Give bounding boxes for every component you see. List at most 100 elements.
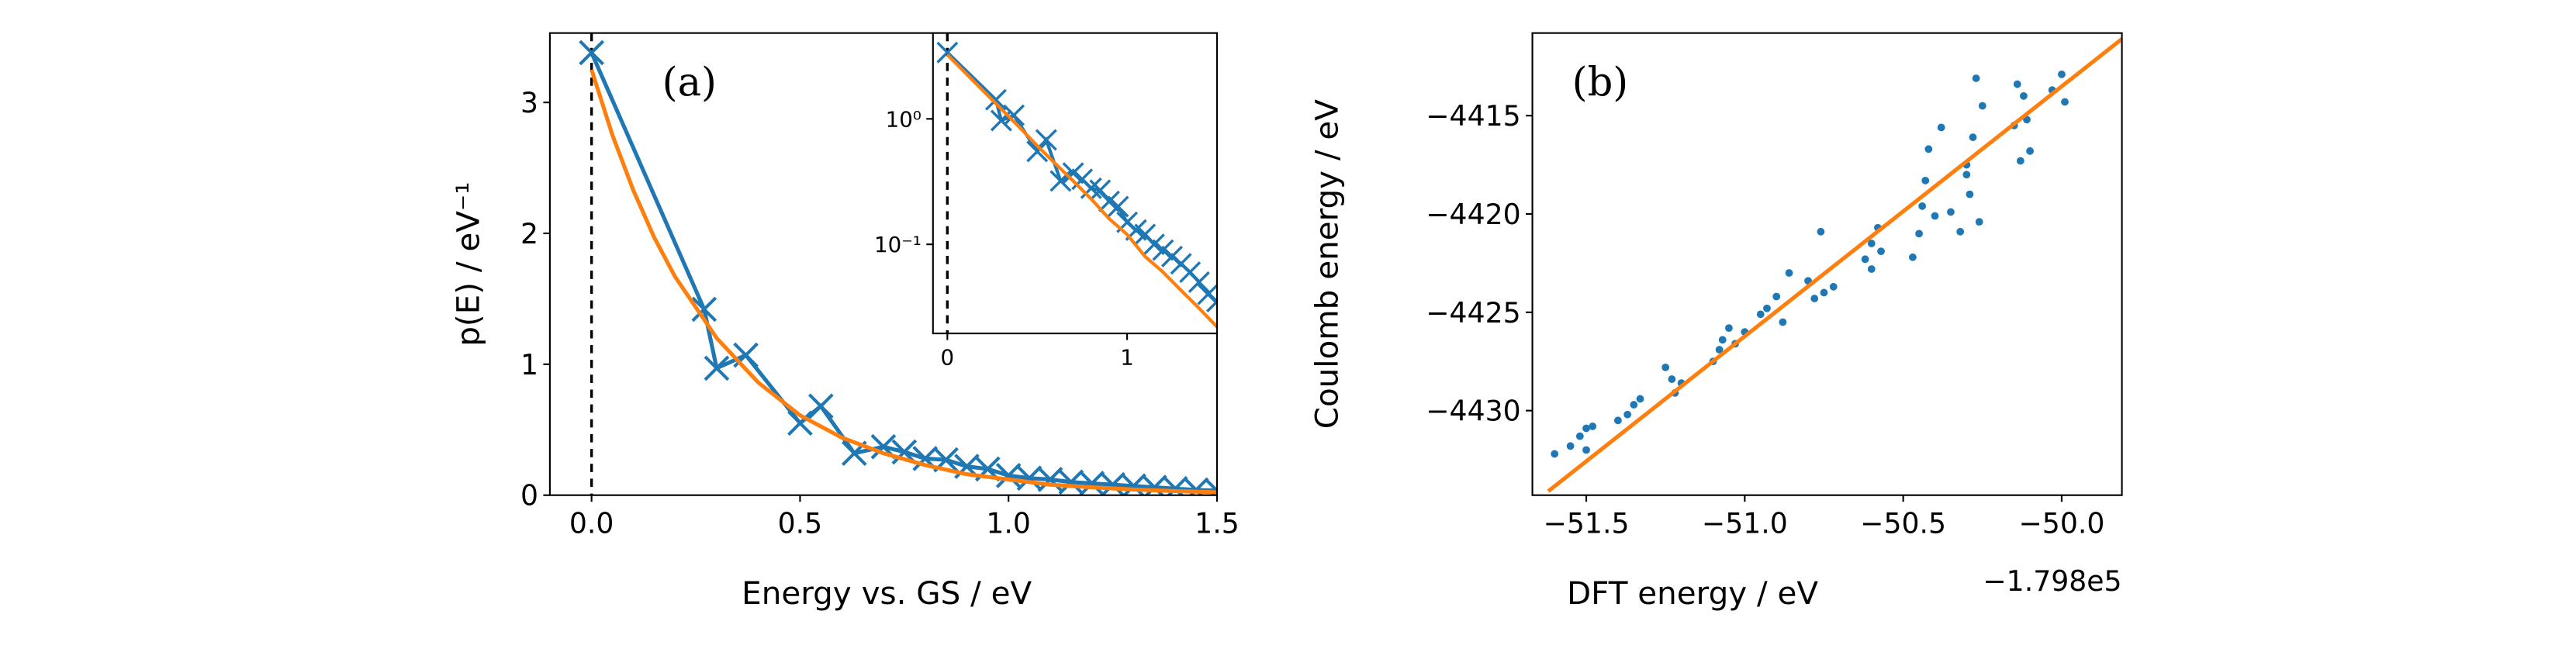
- marker: [1062, 162, 1084, 185]
- point: [1972, 74, 1980, 82]
- point: [1551, 450, 1559, 458]
- x-tick-label: 0: [941, 345, 955, 371]
- point: [1613, 416, 1622, 425]
- x-axis-label: DFT energy / eV: [1567, 574, 1818, 612]
- panel-label: (a): [662, 60, 717, 106]
- point: [1756, 310, 1765, 319]
- point: [1956, 227, 1965, 236]
- point: [1962, 171, 1971, 179]
- point: [1975, 218, 1983, 226]
- point: [1725, 324, 1733, 333]
- plot-area: [936, 33, 1217, 334]
- marker: [1079, 471, 1105, 495]
- x-tick-label: −50.5: [1860, 507, 1946, 540]
- point: [1915, 229, 1923, 238]
- plot-area: [1547, 37, 2122, 493]
- point: [1589, 423, 1597, 430]
- point: [1947, 208, 1955, 216]
- point: [1575, 432, 1584, 440]
- point: [1829, 282, 1838, 291]
- marker: [995, 463, 1022, 488]
- point: [1966, 190, 1974, 198]
- marker: [1026, 140, 1049, 163]
- y-tick-label: 2: [520, 217, 538, 250]
- series-line: [590, 51, 1217, 493]
- marker: [579, 40, 605, 66]
- marker: [1152, 239, 1174, 261]
- x-tick-label: 1: [1120, 345, 1134, 371]
- point: [1969, 133, 1977, 141]
- series-line: [590, 69, 1217, 495]
- y-tick-label: 0: [520, 479, 538, 512]
- marker: [1058, 469, 1084, 495]
- point: [1582, 424, 1590, 433]
- point: [1668, 375, 1676, 383]
- point: [1636, 395, 1644, 403]
- series-line: [946, 53, 1217, 329]
- marker: [1204, 478, 1217, 495]
- point: [1867, 265, 1876, 273]
- point: [1978, 102, 1986, 110]
- point: [1623, 410, 1632, 419]
- x-tick-label: −51.0: [1702, 507, 1788, 540]
- point: [2026, 147, 2034, 155]
- panel-label: (b): [1572, 60, 1629, 106]
- point: [1877, 247, 1885, 256]
- point: [1661, 363, 1670, 371]
- marker: [787, 410, 813, 436]
- marker: [1205, 290, 1217, 312]
- marker: [1089, 179, 1112, 202]
- x-tick-label: −50.0: [2018, 507, 2104, 540]
- y-tick-label: −4415: [1426, 99, 1520, 133]
- point: [2016, 157, 2024, 165]
- marker: [1016, 465, 1043, 492]
- plot-area: [579, 33, 1217, 495]
- point: [1566, 442, 1575, 450]
- point: [1785, 269, 1793, 277]
- x-offset-label: −1.798e5: [1983, 564, 2121, 598]
- point: [1715, 346, 1724, 354]
- marker: [1188, 271, 1210, 293]
- point: [1630, 401, 1638, 409]
- y-tick-label: −4430: [1426, 395, 1520, 428]
- y-axis-label: Coulomb energy / eV: [1308, 99, 1345, 429]
- marker: [807, 393, 834, 419]
- point: [1908, 253, 1917, 261]
- marker: [1003, 104, 1025, 126]
- point: [1779, 318, 1787, 326]
- y-tick-label: 10⁻¹: [874, 232, 921, 257]
- series-line: [1547, 37, 2122, 493]
- marker: [1162, 475, 1188, 495]
- x-tick-label: 0.5: [778, 507, 823, 540]
- point: [1817, 227, 1825, 236]
- marker: [1080, 177, 1102, 199]
- point: [1921, 176, 1930, 185]
- point: [2013, 80, 2021, 88]
- x-tick-label: −51.5: [1544, 507, 1630, 540]
- y-tick-label: −4425: [1426, 296, 1520, 329]
- x-axis-label: Energy vs. GS / eV: [742, 574, 1032, 612]
- point: [2058, 70, 2066, 78]
- marker: [1100, 471, 1125, 495]
- y-tick-label: 3: [520, 86, 538, 119]
- marker: [691, 296, 717, 323]
- point: [2020, 91, 2028, 100]
- point: [1718, 336, 1727, 344]
- axes-frame: [932, 32, 1219, 335]
- point: [1931, 212, 1939, 220]
- y-tick-label: 10⁰: [886, 106, 921, 132]
- point: [1772, 292, 1781, 301]
- y-tick-label: −4420: [1426, 198, 1520, 231]
- marker: [1107, 195, 1129, 218]
- point: [2061, 98, 2069, 106]
- point: [1918, 202, 1927, 210]
- point: [1582, 446, 1590, 454]
- y-axis-label: p(E) / eV⁻¹: [449, 182, 486, 347]
- x-tick-label: 1.5: [1195, 507, 1240, 540]
- axes-frame: [1531, 32, 2123, 496]
- x-tick-label: 0.0: [569, 507, 614, 540]
- marker: [984, 88, 1007, 111]
- point: [1810, 295, 1819, 302]
- y-tick-label: 1: [520, 348, 538, 381]
